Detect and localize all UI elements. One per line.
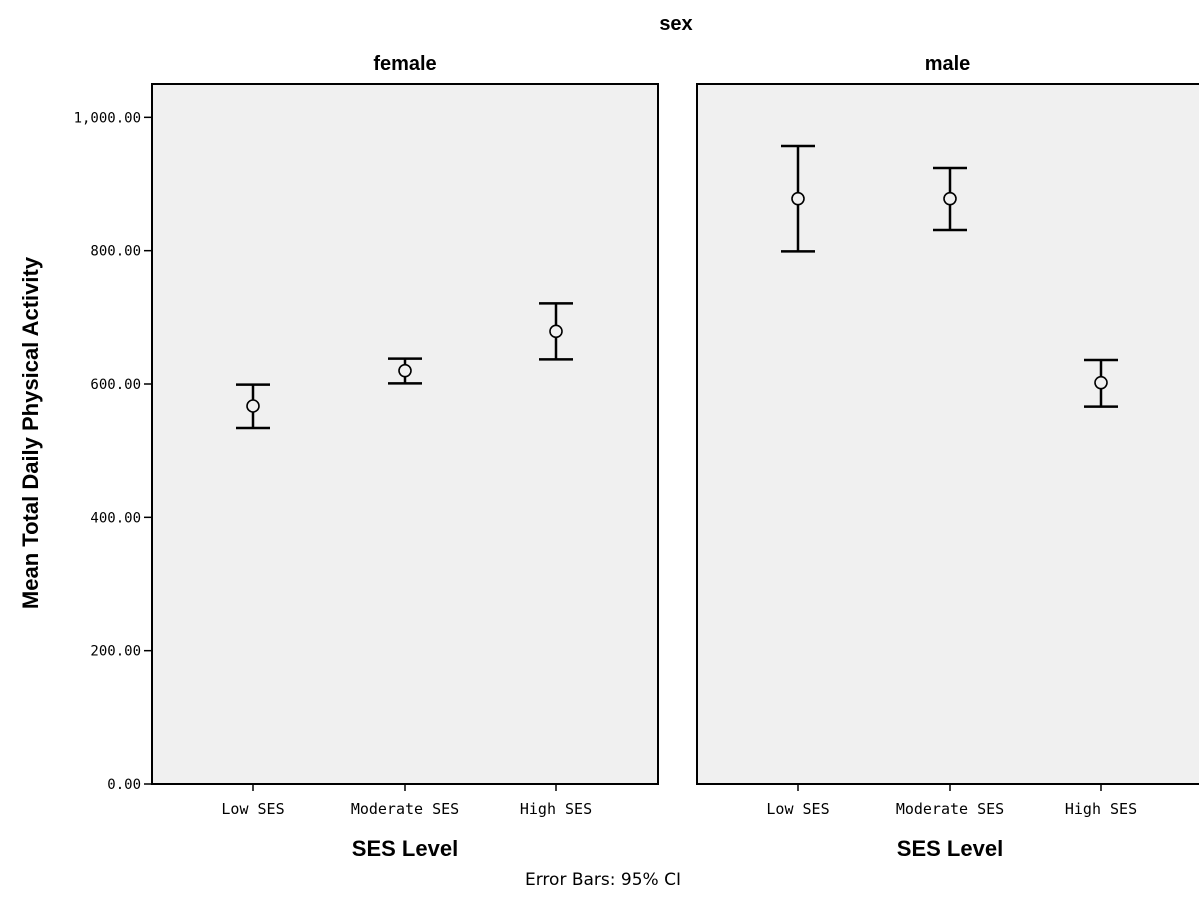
x-tick-label: Moderate SES bbox=[351, 800, 459, 818]
y-axis-title: Mean Total Daily Physical Activity bbox=[18, 256, 43, 609]
x-axis-title: SES Level bbox=[352, 836, 458, 861]
panel-male: male Low SES Moderate SES High SES SES Level bbox=[696, 53, 1199, 861]
y-tick-label: 1,000.00 bbox=[74, 110, 141, 126]
error-bars-note: Error Bars: 95% CI bbox=[525, 870, 681, 890]
facet-title: sex bbox=[659, 13, 692, 35]
error-bar-male-2 bbox=[1084, 358, 1118, 408]
y-tick-label: 600.00 bbox=[90, 377, 141, 393]
panel-title: male bbox=[925, 53, 971, 75]
y-tick-label: 800.00 bbox=[90, 244, 141, 260]
error-bar-male-1 bbox=[933, 166, 967, 232]
mean-marker bbox=[398, 363, 412, 378]
mean-marker bbox=[246, 399, 260, 413]
mean-marker-fill bbox=[1095, 376, 1107, 389]
x-tick-label: High SES bbox=[1065, 800, 1137, 818]
mean-marker-fill bbox=[944, 192, 956, 205]
error-bar-male-0 bbox=[781, 144, 815, 253]
x-tick-label: High SES bbox=[520, 800, 592, 818]
mean-marker bbox=[1094, 375, 1108, 390]
y-tick-label: 0.00 bbox=[107, 777, 141, 793]
panel-female: female Low SES Moderate SES High SES SES Lev… bbox=[74, 53, 659, 861]
x-tick-label: Moderate SES bbox=[896, 800, 1004, 818]
mean-marker-fill bbox=[247, 400, 259, 412]
mean-marker-fill bbox=[550, 325, 562, 338]
panel-title: female bbox=[373, 53, 436, 75]
error-bar-female-1 bbox=[388, 357, 422, 385]
panel-background bbox=[151, 83, 659, 785]
y-tick-label: 400.00 bbox=[90, 510, 141, 526]
x-axis-title: SES Level bbox=[897, 836, 1003, 861]
panels-layer: female Low SES Moderate SES High SES SES Lev… bbox=[74, 53, 1199, 861]
y-tick-label: 200.00 bbox=[90, 644, 141, 660]
error-bar-female-2 bbox=[539, 302, 573, 361]
mean-marker bbox=[943, 191, 957, 206]
mean-marker bbox=[549, 324, 563, 339]
mean-marker-fill bbox=[399, 364, 411, 377]
error-bar-female-0 bbox=[236, 383, 270, 430]
x-tick-label: Low SES bbox=[766, 800, 829, 818]
x-tick-label: Low SES bbox=[221, 800, 284, 818]
panel-background bbox=[696, 83, 1199, 785]
mean-marker-fill bbox=[792, 192, 804, 205]
mean-marker bbox=[791, 191, 805, 206]
